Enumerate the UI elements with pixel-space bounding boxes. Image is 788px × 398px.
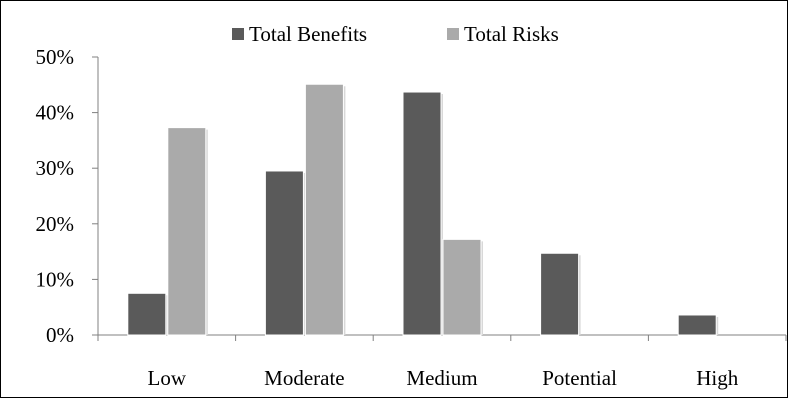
x-category-label: High — [696, 366, 739, 390]
y-tick-label: 20% — [36, 212, 75, 236]
legend-swatch — [447, 28, 459, 40]
y-tick-label: 0% — [46, 323, 74, 347]
legend-label: Total Risks — [464, 22, 559, 46]
x-category-label: Potential — [542, 366, 617, 390]
bar-total-risks-low — [167, 127, 207, 336]
bar-total-benefits-medium — [402, 91, 442, 336]
bar-total-benefits-moderate — [264, 170, 304, 336]
chart-legend: Total Benefits Total Risks — [232, 22, 559, 46]
x-category-label: Moderate — [264, 366, 344, 390]
y-tick-label: 10% — [36, 267, 75, 291]
bar-total-benefits-low — [127, 292, 167, 336]
legend-swatch — [232, 28, 244, 40]
bar-total-risks-medium — [442, 238, 482, 336]
bar-total-benefits-potential — [540, 252, 580, 336]
chart-labels: 0% 10% 20% 30% 40% 50% Low Moderate Medium Potent… — [36, 45, 739, 390]
y-tick-label: 50% — [36, 45, 75, 69]
x-category-label: Low — [148, 366, 187, 390]
x-category-label: Medium — [406, 366, 477, 390]
legend-label: Total Benefits — [249, 22, 367, 46]
y-tick-label: 40% — [36, 101, 75, 125]
chart-bars — [127, 83, 719, 336]
bar-total-risks-moderate — [304, 83, 344, 336]
y-tick-label: 30% — [36, 156, 75, 180]
bar-total-benefits-high — [677, 314, 717, 336]
